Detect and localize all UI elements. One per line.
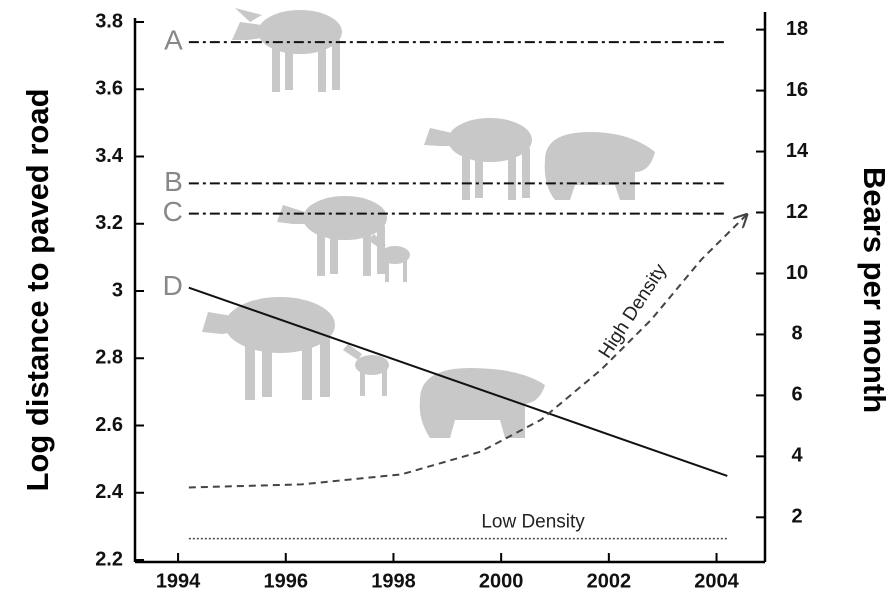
y-tick-label: 3.2 <box>95 212 123 234</box>
y2-tick-label: 14 <box>786 140 809 162</box>
x-tick-label: 2000 <box>479 570 524 592</box>
silhouettes <box>202 8 655 438</box>
series-label: B <box>164 166 183 197</box>
x-tick-label: 1994 <box>156 570 201 592</box>
y2-tick-label: 16 <box>786 79 808 101</box>
moose-d <box>202 297 545 438</box>
y2-tick-label: 10 <box>786 262 808 284</box>
y-tick-label: 3 <box>112 279 123 301</box>
y-tick-label: 2.8 <box>95 347 123 369</box>
y2-axis-label: Bears per month <box>857 167 892 413</box>
y-axis-label: Log distance to paved road <box>20 88 55 491</box>
y-tick-label: 3.4 <box>95 145 124 167</box>
y-tick-label: 2.2 <box>95 548 123 570</box>
moose-a <box>232 8 342 92</box>
series-label: Low Density <box>481 512 585 533</box>
y2-tick-label: 2 <box>791 506 802 528</box>
y2-tick-label: 12 <box>786 201 808 223</box>
y2-tick-label: 8 <box>791 323 802 345</box>
y2-tick-label: 6 <box>791 384 802 406</box>
x-tick-label: 2002 <box>587 570 632 592</box>
moose-c <box>277 196 410 282</box>
series-line <box>188 215 747 489</box>
series-label: D <box>163 270 183 301</box>
x-tick-label: 2004 <box>694 570 739 592</box>
y2-tick-label: 18 <box>786 18 808 40</box>
series-label: High Density <box>595 260 672 362</box>
x-tick-label: 1996 <box>264 570 309 592</box>
y-tick-label: 3.8 <box>95 10 123 32</box>
x-tick-label: 1998 <box>371 570 416 592</box>
moose-b <box>424 118 655 200</box>
y-tick-label: 2.6 <box>95 414 123 436</box>
y2-tick-label: 4 <box>791 445 803 467</box>
series-label: A <box>164 25 183 56</box>
y-tick-label: 3.6 <box>95 78 123 100</box>
y-tick-label: 2.4 <box>95 481 124 503</box>
series-line <box>188 286 728 477</box>
series-label: C <box>163 196 183 227</box>
